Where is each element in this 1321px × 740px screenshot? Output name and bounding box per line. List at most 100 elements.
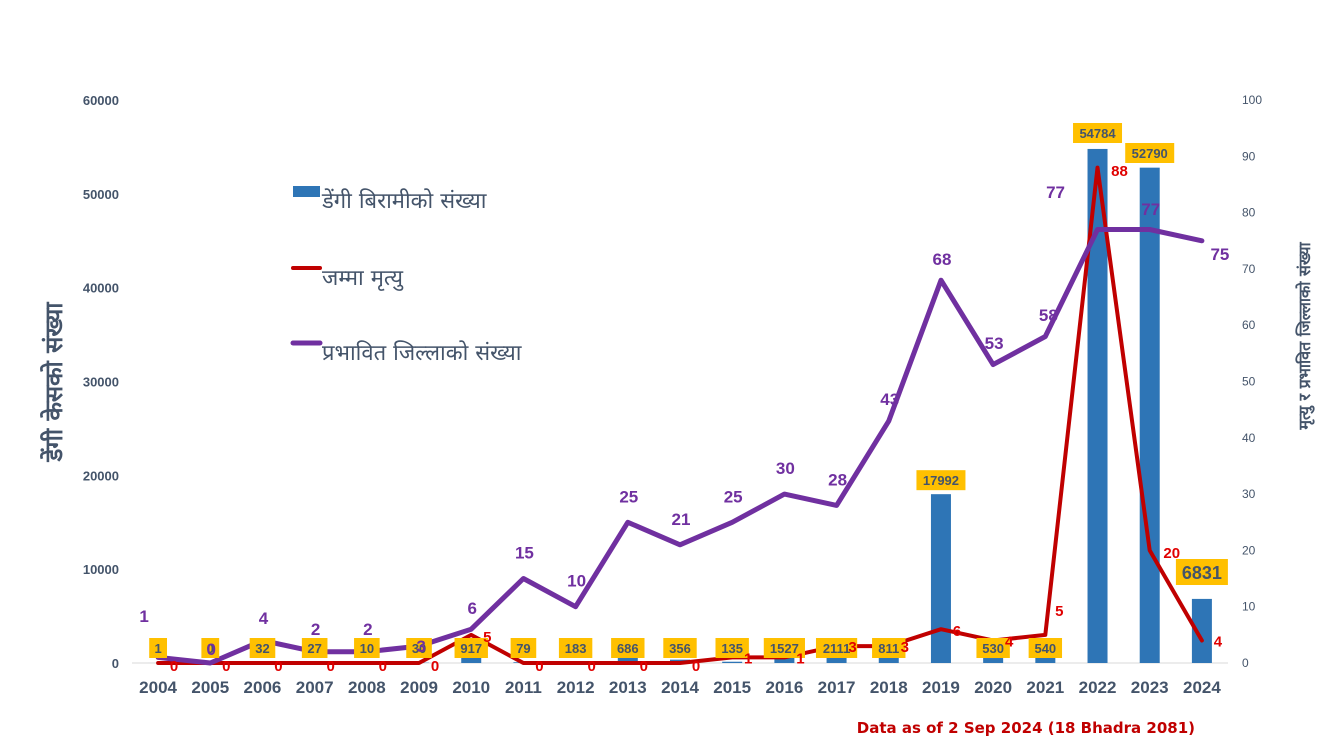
y2-tick-label: 20 [1242,543,1256,557]
bar-value-label-bg [1175,559,1228,585]
y-axis-left-label: डेंगी केसको संख्या [40,302,68,463]
bar [878,655,899,663]
bar-value-label-bg [454,638,488,658]
x-tick-label: 2011 [505,678,542,697]
districts-value-label: 15 [515,544,534,563]
bar-value-label-bg [611,638,645,658]
deaths-value-label: 3 [848,639,856,656]
districts-value-label: 25 [619,487,638,506]
deaths-value-label: 5 [1055,603,1063,620]
bar [983,658,1004,663]
y2-tick-label: 90 [1242,149,1256,163]
bar-value-label: 1 [154,641,161,656]
bar-value-label-bg [354,638,380,658]
districts-value-label: 28 [828,470,847,489]
deaths-value-label: 20 [1163,545,1180,562]
deaths-value-label: 3 [901,639,909,656]
bar-value-label: 183 [565,641,587,656]
districts-value-label: 68 [932,250,951,269]
districts-value-label: 2 [311,620,320,639]
x-tick-label: 2022 [1079,678,1117,697]
deaths-value-label: 6 [953,623,961,640]
bar [1139,167,1160,663]
bar-value-label-bg [815,638,858,658]
bar-value-label: 32 [255,641,269,656]
x-tick-label: 2014 [661,678,699,697]
districts-value-label: 77 [1046,183,1065,202]
y2-tick-label: 30 [1242,487,1256,501]
bar [1191,598,1212,663]
districts-value-label: 4 [259,609,269,628]
series-line-districts [155,227,1205,666]
y2-tick-label: 50 [1242,375,1256,389]
deaths-value-label: 0 [692,658,700,675]
districts-value-label: 10 [567,572,586,591]
x-tick-label: 2010 [452,678,490,697]
legend-label-cases: डेंगी बिरामीको संख्या [321,188,487,214]
legend-swatch-cases [293,186,320,197]
x-tick-label: 2006 [244,678,282,697]
y-tick-label: 50000 [83,187,119,202]
bar-value-label-bg [1073,123,1123,143]
y2-tick-label: 100 [1242,93,1262,107]
bar-value-label: 27 [307,641,321,656]
bar [722,661,743,663]
x-tick-label: 2005 [191,678,229,697]
x-tick-label: 2017 [818,678,856,697]
districts-value-label: 1 [139,607,148,626]
bar-value-label: 0 [207,641,214,656]
districts-value-label: 75 [1210,245,1229,264]
y-tick-label: 30000 [83,375,119,390]
x-tick-label: 2019 [922,678,960,697]
bar-value-label: 52790 [1132,146,1168,161]
data-labels: 1 0 32 27 10 30 917 79 183 686 356 135 1527 2111 81117… [139,123,1229,675]
bar-value-label-bg [249,638,276,658]
bar-value-label-bg [558,638,593,658]
bar-value-label-bg [976,638,1010,658]
deaths-value-label: 0 [326,658,334,675]
deaths-value-label: 0 [274,658,282,675]
bar-value-label: 356 [669,641,691,656]
y-tick-label: 20000 [83,468,119,483]
x-tick-label: 2021 [1026,678,1064,697]
x-tick-label: 2018 [870,678,908,697]
x-tick-label: 2023 [1131,678,1169,697]
deaths-value-label: 1 [744,650,752,667]
x-tick-label: 2020 [974,678,1012,697]
legend-label-districts: प्रभावित जिल्लाको संख्या [322,340,522,366]
x-tick-label: 2004 [139,678,177,697]
deaths-value-label: 4 [1214,633,1223,650]
x-tick-label: 2024 [1183,678,1221,697]
deaths-value-label: 0 [640,658,648,675]
y-axis-right-label: मृत्यु र प्रभावित जिल्लाको संख्या [1295,242,1315,431]
bar [1035,657,1056,663]
bar-value-label-bg [1028,638,1063,658]
bar-value-label-bg [872,638,906,658]
bar-value-label: 540 [1034,641,1056,656]
bar-value-label-bg [763,638,805,658]
deaths-value-label: 0 [431,658,439,675]
bar-value-label: 811 [878,641,899,656]
districts-value-label: 3 [416,637,425,656]
bar-value-label-bg [663,638,697,658]
x-tick-label: 2008 [348,678,386,697]
bar-value-label: 135 [721,641,743,656]
bar-value-label-bg [916,470,966,491]
bar [930,494,951,663]
bar-value-label: 54784 [1079,126,1116,141]
deaths-value-label: 0 [587,658,595,675]
data-date-note: Data as of 2 Sep 2024 (18 Bhadra 2081) [857,719,1195,737]
y-tick-label: 10000 [83,562,119,577]
bar-value-label-bg [201,638,220,658]
districts-value-label: 2 [363,620,372,639]
legend: डेंगी बिरामीको संख्या जम्मा मृत्यु प्रभा… [290,186,522,366]
bar-value-label: 530 [982,641,1004,656]
deaths-value-label: 88 [1111,163,1128,180]
bar-value-label: 917 [460,641,482,656]
bar-value-label: 1527 [770,641,799,656]
bar-value-label: 686 [617,641,639,656]
districts-value-label: 53 [985,334,1004,353]
bar-value-label-bg [510,638,537,658]
districts-value-label: 43 [880,390,899,409]
bar-value-label: 2111 [823,641,851,656]
